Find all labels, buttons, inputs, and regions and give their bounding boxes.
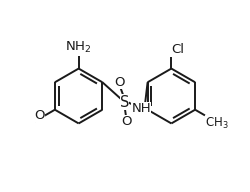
Text: O: O [121, 115, 132, 128]
Text: NH: NH [131, 102, 151, 115]
Text: S: S [120, 94, 129, 110]
Text: O: O [114, 76, 125, 89]
Text: NH$_2$: NH$_2$ [66, 40, 92, 55]
Text: O: O [34, 109, 45, 122]
Text: CH$_3$: CH$_3$ [205, 116, 229, 132]
Text: Cl: Cl [172, 43, 185, 56]
